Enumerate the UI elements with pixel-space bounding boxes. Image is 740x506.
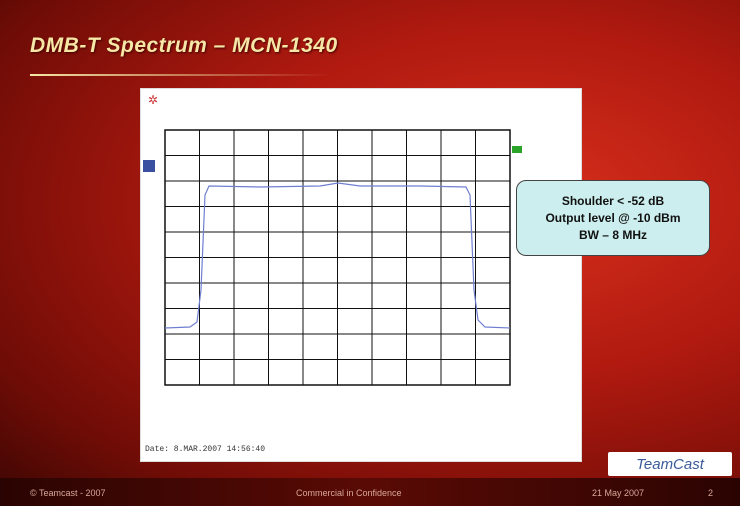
logo-mark: ✲ <box>148 93 158 107</box>
company-logo: TeamCast <box>608 452 732 476</box>
callout-line: BW – 8 MHz <box>579 227 647 244</box>
ref-marker <box>512 146 522 153</box>
copyright: © Teamcast - 2007 <box>30 488 106 498</box>
timestamp: Date: 8.MAR.2007 14:56:40 <box>145 445 265 454</box>
callout: Shoulder < -52 dB Output level @ -10 dBm… <box>516 180 710 256</box>
page-number: 2 <box>708 488 713 498</box>
grid <box>165 130 510 385</box>
slide: DMB-T Spectrum – MCN-1340 ✲ Date: 8.MAR.… <box>0 0 740 506</box>
callout-line: Output level @ -10 dBm <box>545 210 680 227</box>
marker-icon <box>143 160 155 172</box>
callout-line: Shoulder < -52 dB <box>562 193 664 210</box>
footer-date: 21 May 2007 <box>592 488 644 498</box>
confidentiality: Commercial in Confidence <box>296 488 402 498</box>
